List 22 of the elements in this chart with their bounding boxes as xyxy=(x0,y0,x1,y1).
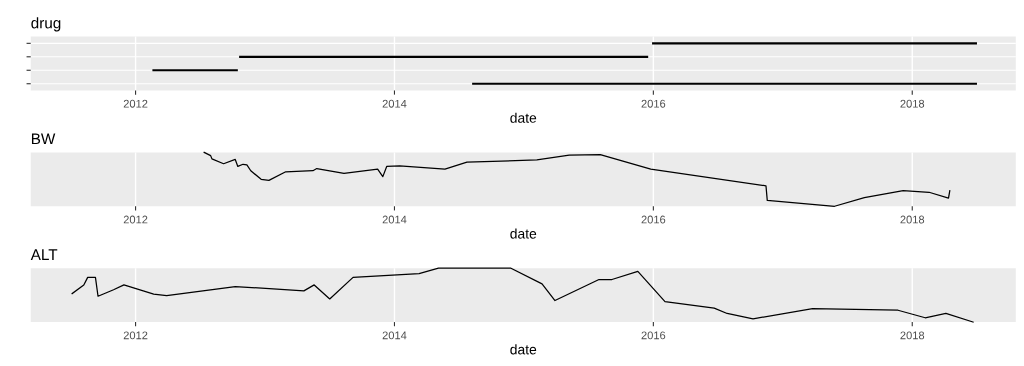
x-tick-label: 2014 xyxy=(382,331,407,340)
bar xyxy=(152,69,238,72)
bar xyxy=(472,82,977,85)
chart-title: drug xyxy=(31,17,61,32)
x-axis-title: date xyxy=(510,112,537,123)
x-tick-label: 2014 xyxy=(382,215,407,224)
x-tick-label: 2016 xyxy=(641,215,666,224)
x-tick-label: 2012 xyxy=(123,99,148,108)
x-tick-label: 2018 xyxy=(900,331,925,340)
x-tick-label: 2012 xyxy=(123,331,148,340)
x-tick-label: 2012 xyxy=(123,215,148,224)
x-tick-label: 2018 xyxy=(900,215,925,224)
bar xyxy=(652,42,977,45)
x-tick-label: 2014 xyxy=(382,99,407,108)
x-tick-label: 2018 xyxy=(900,99,925,108)
x-tick-label: 2016 xyxy=(641,331,666,340)
x-axis-title: date xyxy=(510,228,537,239)
x-axis-title: date xyxy=(510,344,537,355)
bar xyxy=(239,55,649,58)
chart-title: ALT xyxy=(30,249,58,260)
x-tick-label: 2016 xyxy=(641,99,666,108)
chart-title: BW xyxy=(31,133,56,145)
